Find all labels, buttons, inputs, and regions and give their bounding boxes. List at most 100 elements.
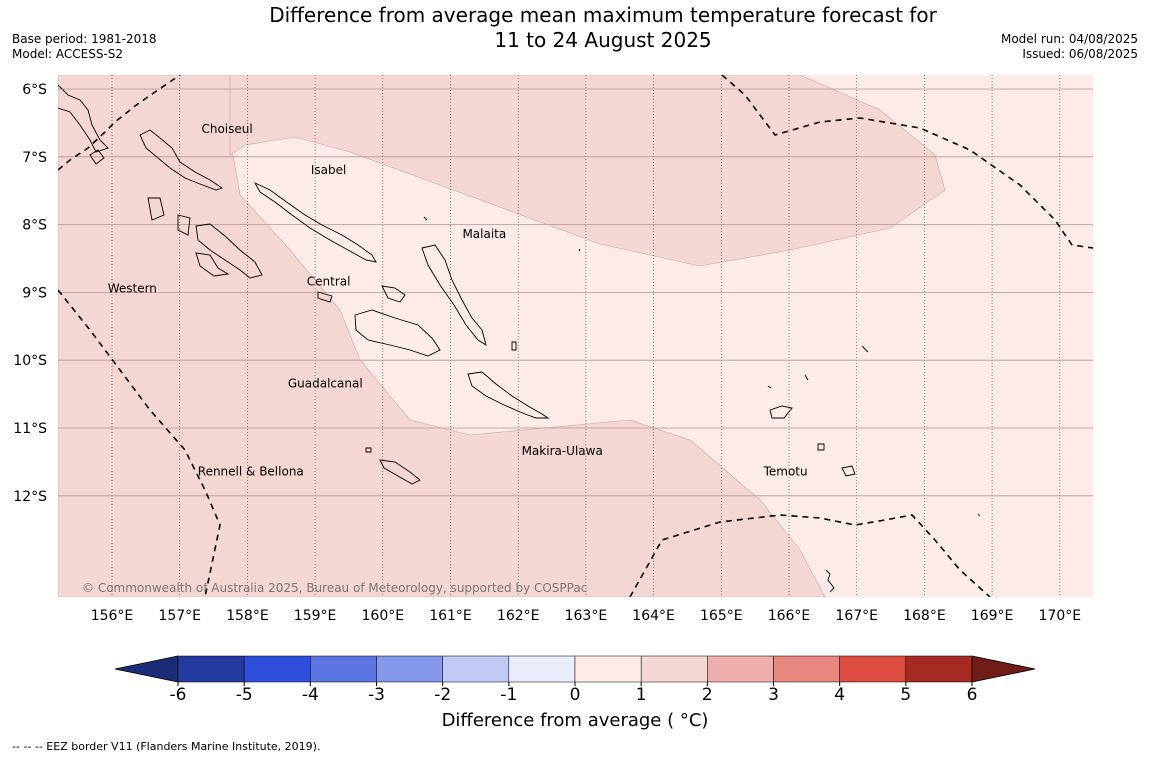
lon-tick-label: 160°E [362,608,405,624]
new-georgia-island [177,214,263,279]
lon-tick-label: 161°E [429,608,472,624]
lat-tick-label: 11°S [13,421,47,437]
colorbar-tick-label: -1 [500,685,517,700]
province-label: Temotu [763,464,808,478]
colorbar-tick-label: 4 [834,685,845,700]
lat-tick-label: 6°S [22,82,47,98]
base-info: Base period: 1981-2018 Model: ACCESS-S2 [12,32,157,62]
province-labels: Choiseul Isabel Malaita Western Central Guada… [108,122,808,478]
title-line-2: 11 to 24 August 2025 [494,28,712,52]
bougainville-tip [89,149,105,165]
rennell-island [379,459,421,485]
colorbar-tick-label: 2 [702,685,713,700]
lon-tick-label: 164°E [632,608,675,624]
lon-tick-label: 163°E [565,608,608,624]
colorbar-tick-label: -2 [434,685,451,700]
lon-tick-label: 159°E [294,608,337,624]
lat-tick-label: 10°S [13,353,47,369]
province-label: Rennell & Bellona [198,464,304,478]
colorbar-label: Difference from average ( °C) [441,710,709,731]
colorbar-swatch [773,655,840,683]
lon-tick-label: 167°E [835,608,878,624]
eez-border-south [629,514,991,597]
colorbar-swatch [243,655,311,683]
isabel-island [253,182,377,263]
malaita-island [421,244,487,346]
model-name: Model: ACCESS-S2 [12,47,124,61]
rendova [195,252,230,277]
colorbar-tick-label: 6 [967,685,978,700]
colorbar-tick-label: 3 [768,685,779,700]
province-label: Choiseul [201,122,252,136]
lon-tick-label: 169°E [971,608,1014,624]
colorbar-swatch [574,655,642,683]
province-label: Guadalcanal [288,376,363,390]
eez-source-note: -- -- -- EEZ border V11 (Flanders Marine… [12,740,321,753]
colorbar-tick-label: 1 [636,685,647,700]
forecast-map: Choiseul Isabel Malaita Western Central Guada… [13,75,1093,700]
guadalcanal-island [354,309,441,357]
colorbar-tick-label: 5 [900,685,911,700]
anomaly-band-1-2-west [58,75,826,597]
province-label: Malaita [462,227,506,241]
eez-border-west [58,289,221,597]
reef-islands [767,345,981,517]
santa-cruz-islands [769,405,856,477]
colorbar-under-arrow [114,655,179,683]
colorbar-tick-label: -6 [170,685,187,700]
lat-tick-label: 9°S [22,285,47,301]
colorbar: -6 -5 -4 -3 -2 -1 0 1 2 3 4 5 6 [114,655,1036,700]
lon-tick-label: 170°E [1039,608,1082,624]
colorbar-swatch [508,655,576,683]
run-info: Model run: 04/08/2025 Issued: 06/08/2025 [1001,32,1138,62]
colorbar-swatch [442,655,510,683]
vella-lavella [147,197,165,221]
bougainville-island [58,84,109,153]
ulawa-island [511,341,517,351]
title-line-1: Difference from average mean maximum tem… [269,3,937,27]
axis-labels: 156°E 157°E 158°E 159°E 160°E 161°E 162°E 163°E… [13,82,1081,624]
colorbar-swatch [707,655,774,683]
colorbar-swatch [640,655,708,683]
anomaly-band-1-2-north [229,75,946,267]
makira-island [467,371,550,419]
lon-tick-label: 157°E [158,608,201,624]
lat-tick-label: 12°S [13,489,47,505]
colorbar-swatch [839,655,907,683]
colorbar-tick-label: -5 [236,685,253,700]
colorbar-swatch [376,655,443,683]
lat-tick-label: 7°S [22,150,47,166]
graticule [58,75,1093,597]
colorbar-tick-label: -3 [368,685,385,700]
colorbar-swatch [310,655,377,683]
eez-border-northeast [721,75,1093,249]
colorbar-swatch [905,655,973,683]
lon-tick-label: 158°E [226,608,269,624]
colorbar-tick-label: -4 [302,685,319,700]
copyright-notice: © Commonwealth of Australia 2025, Bureau… [82,581,587,595]
issued-date: Issued: 06/08/2025 [1022,47,1138,61]
small-islet-north [423,216,581,252]
lon-tick-label: 165°E [700,608,743,624]
eez-border-northwest [58,75,181,171]
province-label: Makira-Ulawa [522,444,603,458]
choiseul-island [139,129,224,191]
lon-tick-label: 156°E [91,608,134,624]
tikopia-island [825,569,835,593]
florida-islands [317,285,406,303]
base-period: Base period: 1981-2018 [12,32,157,46]
province-label: Central [307,275,351,289]
land-outlines [58,84,981,593]
map-area: Choiseul Isabel Malaita Western Central Guada… [58,75,1093,597]
lat-tick-label: 8°S [22,218,47,234]
lon-tick-label: 166°E [768,608,811,624]
eez-borders [58,75,1093,597]
lon-tick-label: 162°E [497,608,540,624]
colorbar-swatch [177,655,245,683]
province-label: Western [108,281,157,295]
chart-title: Difference from average mean maximum tem… [0,3,1150,53]
colorbar-tick-label: 0 [570,685,581,700]
colorbar-over-arrow [971,655,1036,683]
model-run: Model run: 04/08/2025 [1000,32,1138,46]
lon-tick-label: 168°E [903,608,946,624]
